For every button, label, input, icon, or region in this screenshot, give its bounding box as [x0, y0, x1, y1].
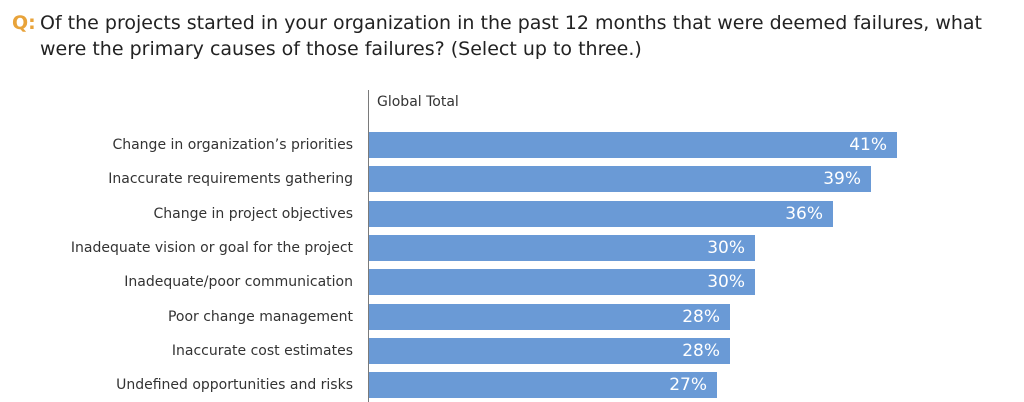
question-prefix: Q: [12, 12, 36, 34]
bar: 30% [369, 235, 755, 261]
bar: 41% [369, 132, 897, 158]
bar: 36% [369, 201, 833, 227]
category-label: Inadequate vision or goal for the projec… [70, 240, 353, 256]
series-label: Global Total [377, 94, 459, 110]
bar-value-label: 30% [707, 272, 745, 292]
bar-value-label: 28% [682, 307, 720, 327]
bar-value-label: 36% [785, 204, 823, 224]
survey-question: Q: Of the projects started in your organ… [12, 10, 1012, 62]
bar-value-label: 41% [849, 135, 887, 155]
bar: 39% [369, 166, 871, 192]
question-text: Of the projects started in your organiza… [40, 12, 983, 60]
bar-value-label: 27% [669, 375, 707, 395]
bar: 27% [369, 372, 717, 398]
bar: 28% [369, 338, 730, 364]
category-axis-line [368, 90, 369, 402]
category-label: Change in organization’s priorities [112, 137, 353, 153]
bar-value-label: 28% [682, 341, 720, 361]
category-label: Inaccurate cost estimates [171, 343, 353, 359]
category-label: Undefined opportunities and risks [116, 377, 353, 393]
bar-value-label: 39% [823, 169, 861, 189]
bar: 30% [369, 269, 755, 295]
category-label: Inadequate/poor communication [124, 274, 353, 290]
bar-value-label: 30% [707, 238, 745, 258]
bar: 28% [369, 304, 730, 330]
category-label: Poor change management [167, 309, 353, 325]
category-label: Inaccurate requirements gathering [108, 171, 353, 187]
category-label: Change in project objectives [153, 206, 353, 222]
